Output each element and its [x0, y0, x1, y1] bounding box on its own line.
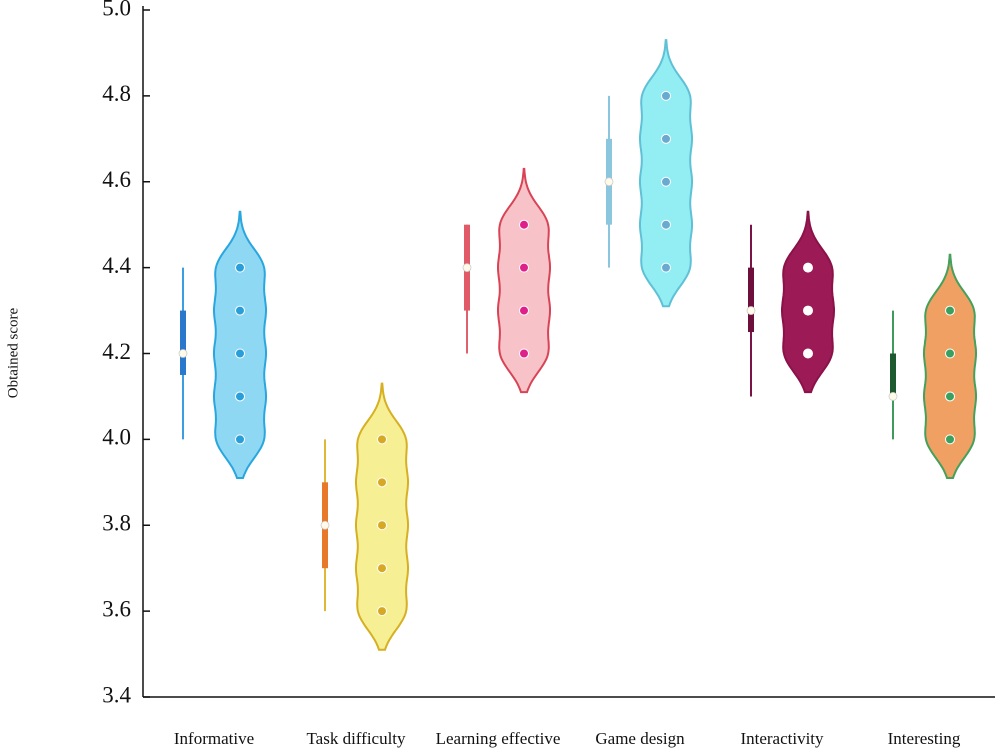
point: [661, 262, 671, 273]
y-tick-label: 3.6: [102, 596, 131, 621]
point: [661, 133, 671, 144]
x-tick-label: Informative: [174, 729, 254, 748]
y-axis-label: Obtained score: [5, 307, 21, 398]
point: [377, 563, 387, 574]
point: [945, 305, 955, 316]
y-tick-label: 3.4: [102, 682, 131, 707]
x-tick-label: Interesting: [888, 729, 961, 748]
point: [235, 391, 245, 402]
violin: [923, 253, 977, 479]
point: [661, 90, 671, 101]
y-tick-label: 4.2: [102, 339, 131, 364]
x-tick-label: Learning effective: [436, 729, 561, 748]
point: [803, 262, 813, 273]
median: [888, 392, 898, 401]
y-tick-label: 4.6: [102, 167, 131, 192]
x-tick-label: Task difficulty: [306, 729, 406, 748]
point: [377, 477, 387, 488]
point: [519, 305, 529, 316]
median: [320, 520, 330, 530]
point: [519, 262, 529, 273]
point: [803, 348, 813, 359]
median: [178, 349, 188, 358]
point: [519, 219, 529, 230]
point: [377, 434, 387, 445]
box: [890, 353, 896, 397]
point: [803, 305, 813, 316]
point: [235, 434, 245, 445]
violin: [497, 167, 551, 394]
y-tick-label: 4.0: [102, 425, 131, 450]
point: [661, 176, 671, 187]
point: [945, 391, 955, 402]
y-tick-label: 4.4: [102, 253, 131, 278]
box: [748, 267, 754, 333]
point: [377, 520, 387, 531]
x-tick-label: Game design: [595, 729, 685, 748]
point: [235, 305, 245, 316]
point: [377, 606, 387, 617]
point: [519, 348, 529, 359]
median: [604, 177, 614, 187]
point: [235, 348, 245, 359]
median: [462, 263, 472, 273]
violin: [355, 382, 409, 651]
y-tick-label: 3.8: [102, 511, 131, 536]
y-tick-label: 4.8: [102, 81, 131, 106]
violin: [781, 210, 835, 394]
point: [945, 434, 955, 445]
violin: [213, 210, 267, 479]
box: [180, 310, 186, 375]
point: [945, 348, 955, 359]
violin: [639, 39, 693, 308]
y-tick-label: 5.0: [102, 0, 131, 20]
median: [746, 306, 756, 315]
point: [235, 262, 245, 273]
x-tick-label: Interactivity: [740, 729, 824, 748]
point: [661, 219, 671, 230]
